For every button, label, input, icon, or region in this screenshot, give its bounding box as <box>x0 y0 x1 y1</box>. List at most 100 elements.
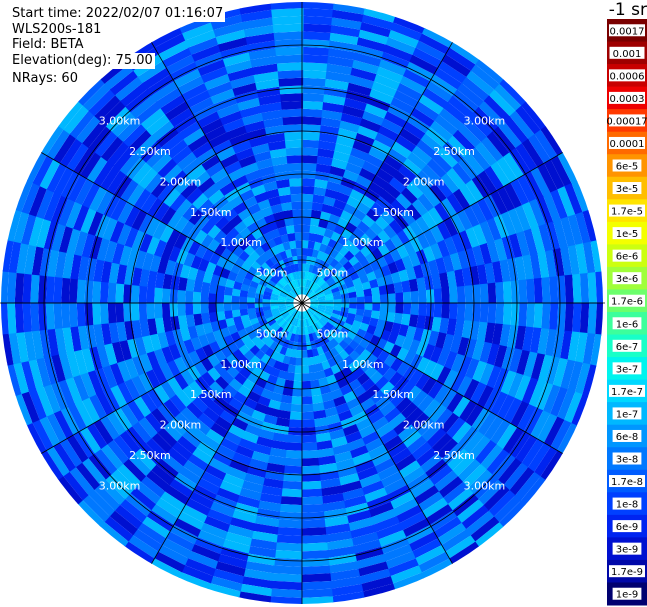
radar-cell <box>458 400 478 423</box>
radar-cell <box>271 155 289 166</box>
radar-cell <box>50 194 69 224</box>
radar-cell <box>325 255 335 265</box>
colorbar-tick-label: 0.0001 <box>610 139 645 150</box>
radar-cell <box>371 358 385 372</box>
radar-cell <box>423 188 441 208</box>
radar-cell <box>388 219 404 235</box>
radar-cell <box>138 285 148 303</box>
radar-cell <box>290 396 302 405</box>
radar-cell <box>278 77 304 87</box>
radar-cell <box>286 364 296 374</box>
radar-cell <box>208 302 217 313</box>
radar-cell <box>224 310 234 320</box>
radar-cell <box>62 251 75 279</box>
radar-cell <box>149 557 183 580</box>
radar-cell <box>369 88 395 105</box>
radar-cell <box>374 376 389 391</box>
radar-cell <box>292 309 298 318</box>
radar-cell <box>410 107 436 128</box>
radar-cell <box>307 290 315 298</box>
radar-cell <box>232 391 248 405</box>
radar-cell <box>294 279 299 288</box>
radar-cell <box>479 341 493 365</box>
radar-cell <box>528 134 552 165</box>
radar-cell <box>264 347 275 358</box>
radar-cell <box>457 355 473 377</box>
radar-cell <box>5 207 22 242</box>
range-ring-label: 1.00km <box>220 358 262 371</box>
radar-cell <box>315 432 332 443</box>
radar-cell <box>127 246 140 268</box>
radar-cell <box>369 370 384 385</box>
colorbar-label-bg <box>612 317 642 330</box>
radar-cell <box>552 357 568 389</box>
radar-cell <box>302 85 326 95</box>
radar-cell <box>285 304 294 309</box>
radar-cell <box>300 496 324 506</box>
radar-cell <box>421 26 455 49</box>
radar-cell <box>254 306 264 313</box>
radar-cell <box>317 295 326 300</box>
radar-cell <box>469 382 487 405</box>
radar-cell <box>124 204 141 228</box>
radar-cell <box>370 389 386 405</box>
radar-cell <box>79 371 97 398</box>
radar-cell <box>134 336 147 356</box>
radar-cell <box>272 163 289 174</box>
radar-cell <box>139 391 158 413</box>
radar-cell <box>288 356 297 366</box>
radar-cell <box>276 281 285 289</box>
radar-cell <box>104 342 118 366</box>
radar-cell <box>280 394 293 404</box>
radar-cell <box>282 266 290 276</box>
radar-cell <box>326 63 354 76</box>
radar-cell <box>462 464 487 489</box>
radar-cell <box>190 336 203 351</box>
radar-cell <box>254 326 264 336</box>
radar-cell <box>383 478 407 496</box>
radar-cell <box>441 287 450 304</box>
radar-cell <box>491 453 516 481</box>
radar-cell <box>185 89 212 108</box>
radar-cell <box>183 251 196 267</box>
radar-cell <box>468 112 494 138</box>
radar-cell <box>346 438 366 452</box>
colorbar-label-bg <box>609 24 645 37</box>
radar-cell <box>308 317 315 326</box>
radar-cell <box>449 372 466 394</box>
radar-cell <box>197 333 210 348</box>
radar-cell <box>438 317 450 335</box>
radar-cell <box>107 301 117 324</box>
radar-cell <box>418 94 445 116</box>
radar-cell <box>308 292 316 298</box>
radar-cell <box>318 319 326 327</box>
radar-cell <box>298 271 303 280</box>
radar-cell <box>187 134 210 153</box>
radar-cell <box>339 416 356 430</box>
radar-cell <box>355 308 365 317</box>
radar-cell <box>115 302 125 323</box>
radar-cell <box>571 179 591 214</box>
radar-cell <box>345 280 355 289</box>
radar-cell <box>301 465 320 475</box>
radar-cell <box>321 493 345 505</box>
radar-cell <box>325 332 334 342</box>
colorbar-tick-label: 1.7e-8 <box>611 477 643 488</box>
radar-cell <box>361 480 385 496</box>
radar-cell <box>375 522 404 540</box>
radar-cell <box>403 121 427 141</box>
radar-cell <box>379 428 399 445</box>
radar-cell <box>520 476 547 507</box>
radar-cell <box>58 224 74 253</box>
radar-cell <box>288 178 303 187</box>
radar-cell <box>254 515 280 528</box>
radar-cell <box>415 417 435 437</box>
radar-cell <box>394 453 417 472</box>
radar-cell <box>309 294 317 300</box>
radar-cell <box>321 360 331 371</box>
radar-cell <box>231 287 241 297</box>
radar-cell <box>292 209 303 218</box>
radar-cell <box>342 322 353 331</box>
radar-cell <box>333 298 342 304</box>
radar-cell <box>327 173 344 185</box>
